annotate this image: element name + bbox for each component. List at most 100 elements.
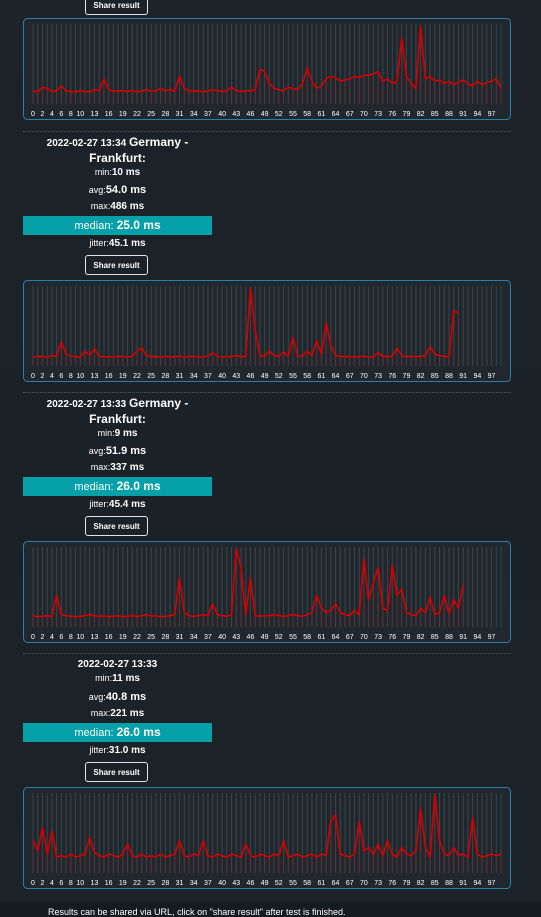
jitter-label: jitter: bbox=[89, 745, 109, 755]
stat-value: 11 ms bbox=[112, 673, 140, 684]
jitter-label: jitter: bbox=[89, 238, 109, 248]
x-tick-label: 49 bbox=[261, 880, 269, 887]
x-tick-label: 8 bbox=[69, 111, 73, 118]
x-tick-label: 88 bbox=[445, 373, 453, 380]
x-tick-label: 61 bbox=[317, 373, 325, 380]
x-tick-label: 4 bbox=[50, 373, 54, 380]
x-tick-label: 82 bbox=[417, 880, 425, 887]
x-tick-label: 40 bbox=[218, 880, 226, 887]
x-tick-label: 2 bbox=[41, 111, 45, 118]
x-tick-label: 0 bbox=[31, 373, 35, 380]
x-tick-label: 73 bbox=[374, 111, 382, 118]
x-tick-label: 46 bbox=[247, 111, 255, 118]
x-tick-label: 88 bbox=[445, 111, 453, 118]
x-tick-label: 40 bbox=[218, 373, 226, 380]
x-tick-label: 82 bbox=[417, 111, 425, 118]
x-tick-label: 31 bbox=[176, 634, 184, 641]
stat-value: 51.9 ms bbox=[105, 445, 147, 457]
x-tick-label: 70 bbox=[360, 373, 368, 380]
x-tick-label: 73 bbox=[374, 880, 382, 887]
x-tick-label: 10 bbox=[76, 111, 84, 118]
x-tick-label: 82 bbox=[417, 634, 425, 641]
result-date: 2022-02-27 13:34 bbox=[46, 138, 127, 149]
stat-label: avg: bbox=[88, 185, 106, 195]
separator bbox=[23, 392, 511, 393]
x-tick-label: 76 bbox=[388, 880, 396, 887]
x-tick-label: 25 bbox=[147, 373, 155, 380]
jitter-value: 45.1 ms bbox=[108, 238, 146, 249]
separator bbox=[23, 131, 511, 132]
x-tick-label: 79 bbox=[403, 880, 411, 887]
x-tick-label: 28 bbox=[161, 373, 169, 380]
stat-row: max:337 ms bbox=[23, 462, 212, 473]
stat-row: jitter:45.1 ms bbox=[23, 238, 212, 249]
x-tick-label: 2 bbox=[41, 373, 45, 380]
x-tick-label: 37 bbox=[204, 880, 212, 887]
x-tick-label: 67 bbox=[346, 634, 354, 641]
share-button[interactable]: Share result bbox=[85, 255, 148, 275]
x-tick-label: 91 bbox=[459, 880, 467, 887]
x-tick-label: 67 bbox=[346, 373, 354, 380]
x-tick-label: 97 bbox=[488, 634, 496, 641]
stat-label: min: bbox=[95, 673, 113, 683]
x-tick-label: 4 bbox=[50, 634, 54, 641]
stat-row: jitter:45.4 ms bbox=[23, 499, 212, 510]
x-tick-label: 46 bbox=[247, 634, 255, 641]
x-tick-label: 28 bbox=[161, 880, 169, 887]
x-tick-label: 10 bbox=[76, 880, 84, 887]
stat-value: 54.0 ms bbox=[105, 184, 147, 196]
x-tick-label: 52 bbox=[275, 373, 283, 380]
x-tick-label: 4 bbox=[50, 111, 54, 118]
x-tick-label: 4 bbox=[50, 880, 54, 887]
x-tick-label: 28 bbox=[161, 634, 169, 641]
x-tick-label: 25 bbox=[147, 111, 155, 118]
x-tick-label: 94 bbox=[473, 634, 481, 641]
x-tick-label: 49 bbox=[261, 634, 269, 641]
x-tick-label: 55 bbox=[289, 373, 297, 380]
x-tick-label: 97 bbox=[488, 880, 496, 887]
x-tick-label: 10 bbox=[76, 373, 84, 380]
x-tick-label: 6 bbox=[59, 634, 63, 641]
stat-row: max:486 ms bbox=[23, 201, 212, 212]
x-tick-label: 34 bbox=[190, 373, 198, 380]
x-tick-label: 16 bbox=[105, 634, 113, 641]
x-tick-label: 52 bbox=[275, 111, 283, 118]
x-tick-label: 94 bbox=[473, 111, 481, 118]
share-button[interactable]: Share result bbox=[85, 516, 148, 536]
x-tick-label: 13 bbox=[91, 880, 99, 887]
stat-row: avg:51.9 ms bbox=[23, 445, 212, 457]
x-tick-label: 31 bbox=[176, 373, 184, 380]
x-tick-label: 46 bbox=[247, 880, 255, 887]
result-heading: 2022-02-27 13:34 Germany - Frankfurt: bbox=[23, 135, 212, 167]
chart-frame bbox=[23, 541, 511, 643]
separator bbox=[23, 653, 511, 654]
median-bar: median: 26.0 ms bbox=[23, 477, 212, 496]
x-tick-label: 22 bbox=[133, 373, 141, 380]
x-tick-label: 16 bbox=[105, 373, 113, 380]
stat-value: 486 ms bbox=[110, 201, 145, 212]
x-tick-label: 43 bbox=[232, 373, 240, 380]
stat-value: 337 ms bbox=[110, 462, 145, 473]
latency-line bbox=[32, 287, 459, 358]
x-tick-label: 37 bbox=[204, 634, 212, 641]
x-tick-label: 49 bbox=[261, 111, 269, 118]
latency-line bbox=[32, 25, 502, 93]
share-button[interactable]: Share result bbox=[85, 0, 148, 15]
stat-label: avg: bbox=[88, 692, 106, 702]
stat-label: min: bbox=[94, 167, 112, 177]
x-tick-label: 25 bbox=[147, 634, 155, 641]
stat-label: max: bbox=[90, 462, 111, 472]
x-tick-label: 64 bbox=[332, 373, 340, 380]
x-tick-label: 91 bbox=[459, 111, 467, 118]
share-button[interactable]: Share result bbox=[85, 762, 148, 782]
median-label: median: bbox=[74, 220, 114, 232]
x-tick-label: 94 bbox=[473, 373, 481, 380]
chart-frame bbox=[23, 787, 511, 889]
median-bar: median: 25.0 ms bbox=[23, 216, 212, 235]
x-tick-label: 58 bbox=[303, 373, 311, 380]
x-tick-label: 64 bbox=[332, 880, 340, 887]
x-tick-label: 34 bbox=[190, 111, 198, 118]
x-tick-label: 49 bbox=[261, 373, 269, 380]
x-tick-label: 19 bbox=[119, 880, 127, 887]
x-tick-label: 55 bbox=[289, 880, 297, 887]
